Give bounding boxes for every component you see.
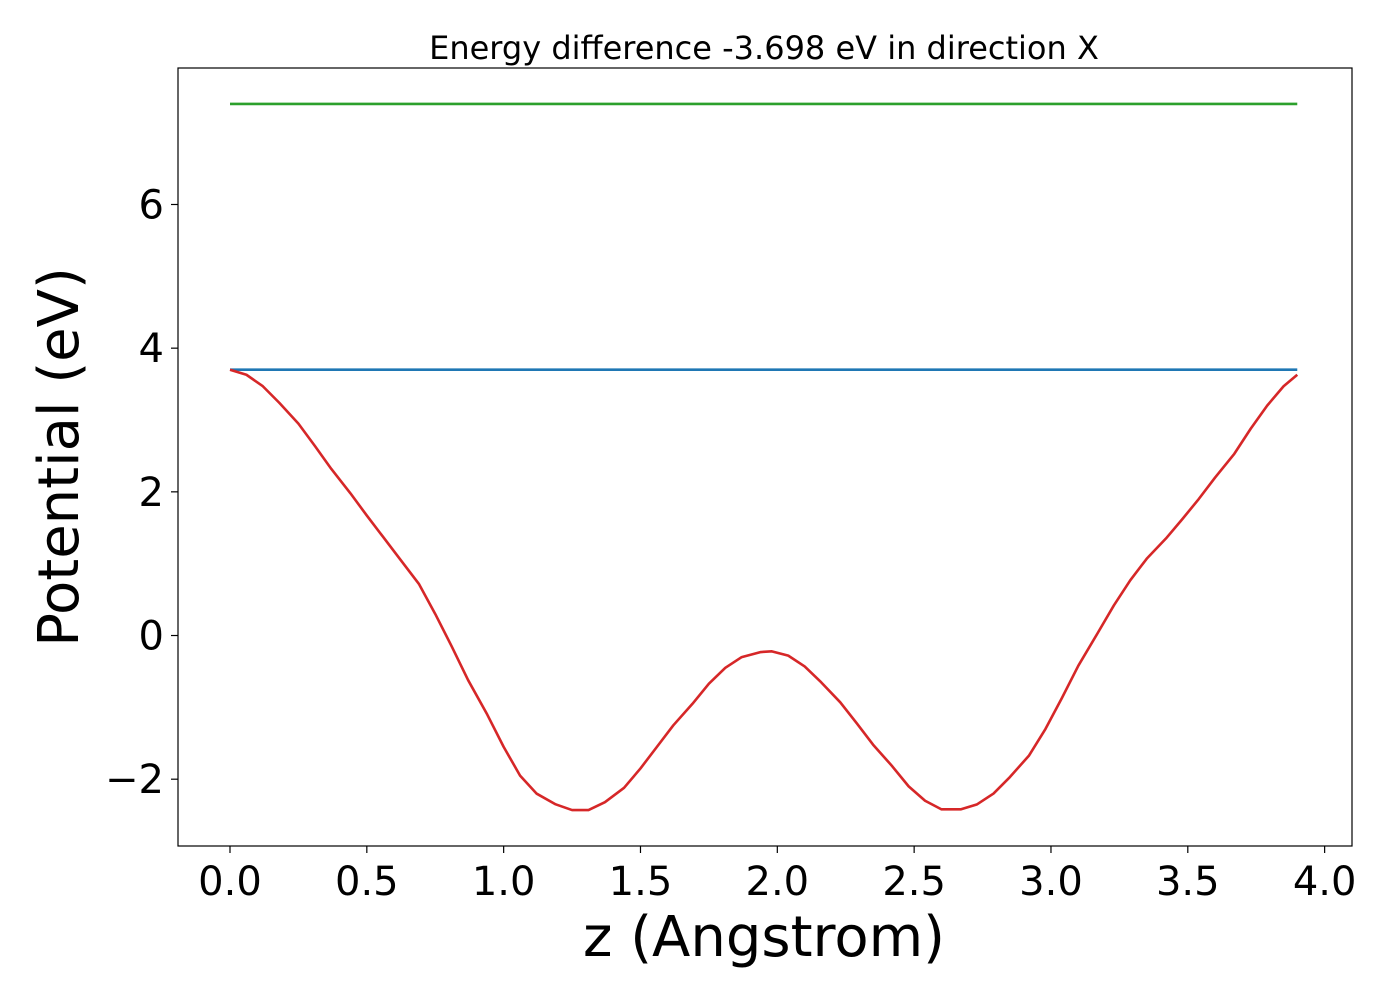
x-axis-ticks: 0.0 0.5 1.0 1.5 2.0 2.5 3.0 3.5 4.0 <box>198 846 1356 905</box>
y-tick-label: 6 <box>139 182 164 228</box>
y-tick-label: 2 <box>139 470 164 516</box>
y-tick-label: 4 <box>139 326 164 372</box>
y-axis-ticks: −2 0 2 4 6 <box>105 182 178 803</box>
x-tick-label: 4.0 <box>1293 859 1357 905</box>
series-line-3 <box>229 368 1299 812</box>
x-tick-label: 1.5 <box>609 859 673 905</box>
y-axis-label: Potential (eV) <box>27 267 92 647</box>
x-tick-label: 0.5 <box>335 859 399 905</box>
series-layer <box>229 102 1299 812</box>
x-axis-label: z (Angstrom) <box>583 905 945 970</box>
y-tick-label: −2 <box>105 757 164 803</box>
y-tick-label: 0 <box>139 614 164 660</box>
x-tick-label: 2.0 <box>746 859 810 905</box>
chart-title: Energy difference -3.698 eV in direction… <box>429 29 1099 67</box>
x-tick-label: 0.0 <box>198 859 262 905</box>
x-tick-label: 3.5 <box>1156 859 1220 905</box>
x-tick-label: 2.5 <box>882 859 946 905</box>
x-tick-label: 1.0 <box>472 859 536 905</box>
plot-area-frame <box>177 67 1353 847</box>
x-tick-label: 3.0 <box>1019 859 1083 905</box>
